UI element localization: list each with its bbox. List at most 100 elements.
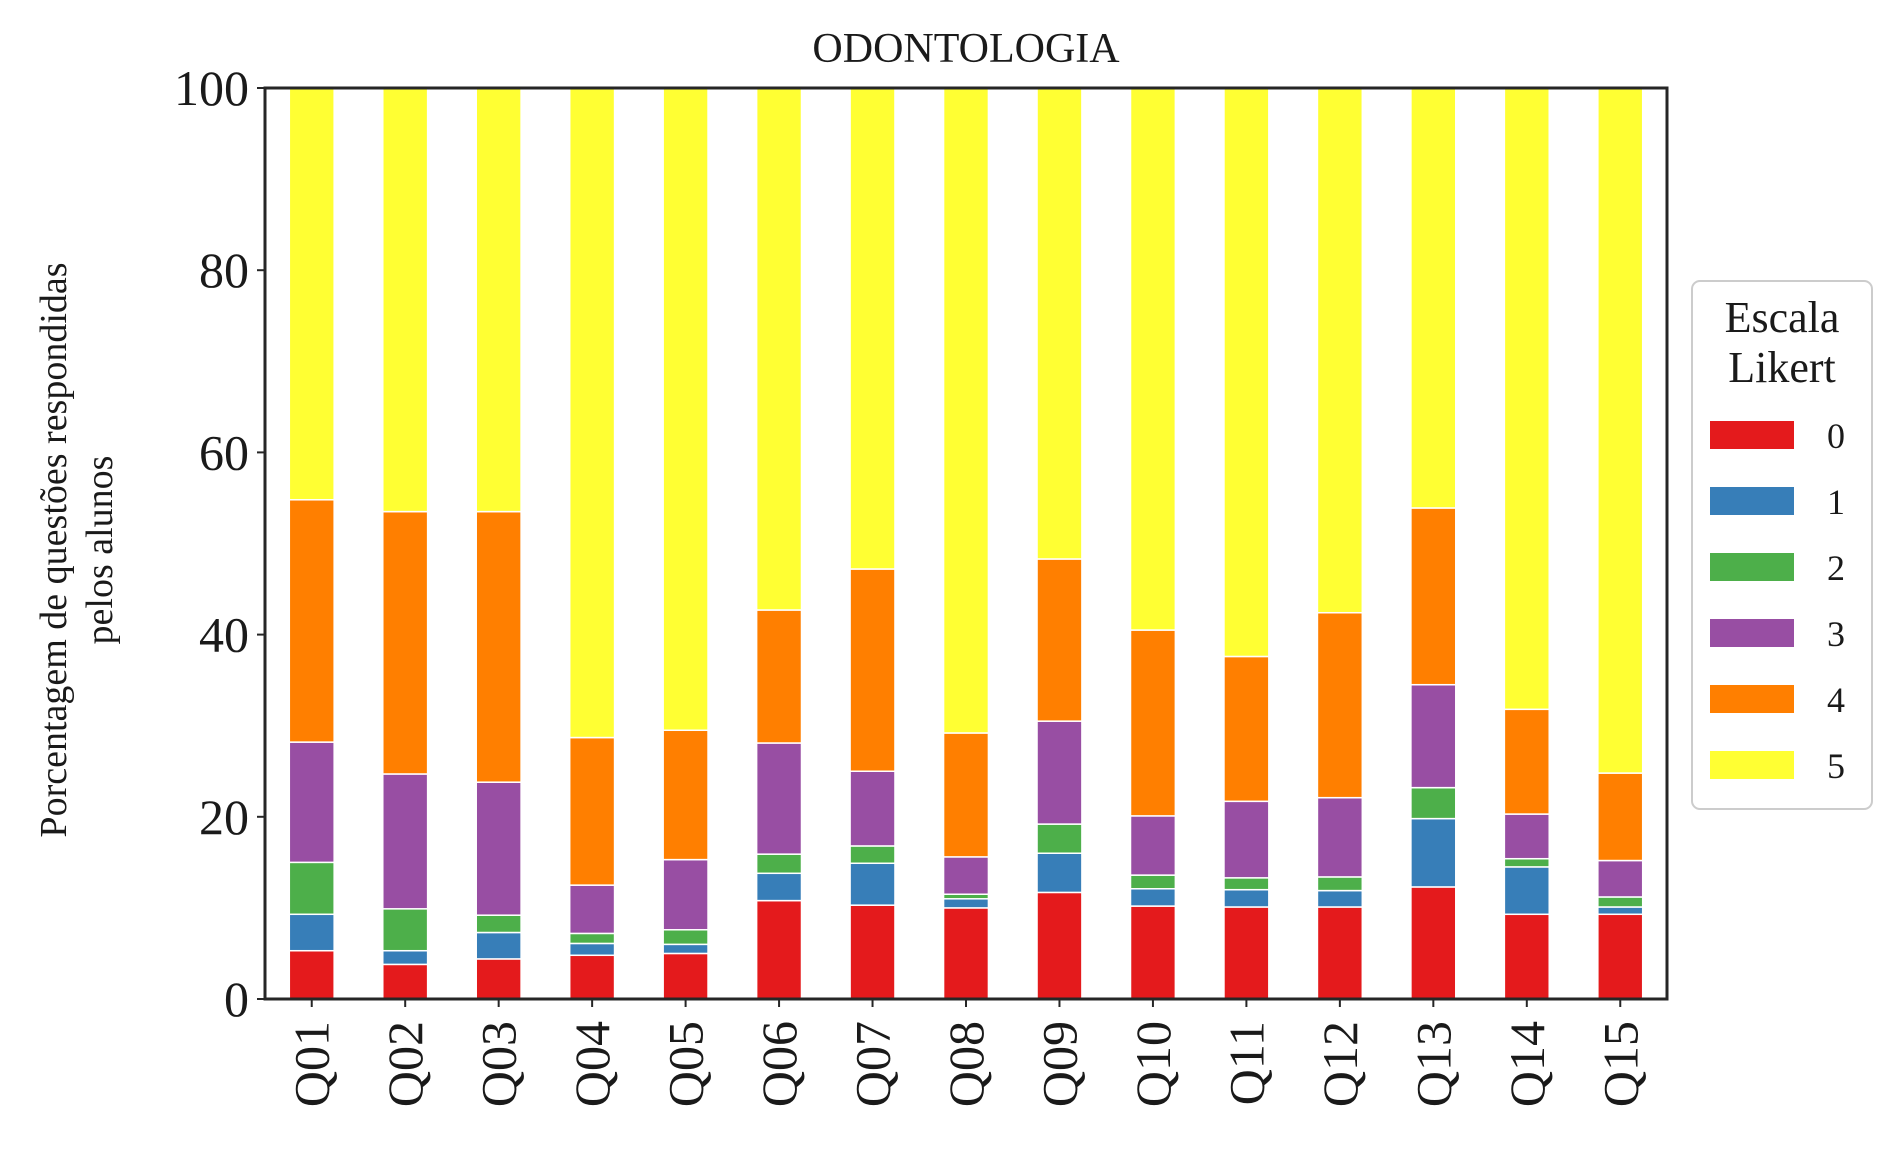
bar-segment-q12-likert-0: [1316, 906, 1364, 1000]
bar-segment-q05-likert-2: [662, 929, 709, 946]
bar-segment-q07-likert-3: [849, 770, 896, 847]
bar-segment-q09-likert-4: [1036, 558, 1083, 722]
bar-segment-q14-likert-4: [1503, 708, 1550, 815]
bar-segment-q13-likert-1: [1410, 817, 1457, 888]
x-tick-label: Q13: [1405, 1021, 1461, 1107]
bar-segment-q10-likert-4: [1129, 629, 1177, 817]
x-tick-label: Q14: [1499, 1021, 1555, 1107]
bar-segment-q09-likert-1: [1036, 852, 1083, 894]
bar-segment-q11-likert-1: [1223, 888, 1270, 908]
bar-segment-q11-likert-4: [1223, 655, 1270, 803]
bar-segment-q09-likert-2: [1036, 823, 1083, 854]
y-tick-label: 100: [174, 60, 249, 116]
legend-items: 0 1 2 3 4 5: [1710, 416, 1845, 786]
legend-label-1: 1: [1827, 482, 1845, 522]
bar-segment-q15-likert-0: [1597, 913, 1644, 1000]
legend-box: [1691, 280, 1873, 810]
bar-segment-q14-likert-2: [1503, 857, 1550, 868]
bar-stacks: [288, 87, 1644, 1000]
bar-segment-q03-likert-0: [475, 958, 522, 1000]
bar-segment-q04-likert-5: [568, 87, 616, 739]
bar-segment-q11-likert-5: [1223, 87, 1270, 658]
bar-segment-q15-likert-5: [1597, 87, 1644, 774]
y-axis-label: Porcentagem de questões respondidas pelo…: [33, 262, 121, 837]
bar-segment-q10-likert-2: [1129, 874, 1177, 890]
bar-segment-q11-likert-0: [1223, 906, 1270, 1000]
y-axis-label-line-1: Porcentagem de questões respondidas: [33, 262, 75, 837]
x-tick-label: Q04: [564, 1021, 620, 1107]
bar-segment-q15-likert-3: [1597, 859, 1644, 898]
y-tick-label: 0: [224, 971, 249, 1027]
bar-segment-q07-likert-2: [849, 845, 896, 865]
bar-segment-q15-likert-4: [1597, 772, 1644, 862]
legend-title-line-2: Likert: [1728, 343, 1836, 392]
bar-segment-q05-likert-5: [662, 87, 709, 732]
bar-segment-q05-likert-3: [662, 858, 709, 931]
bar-segment-q13-likert-3: [1410, 683, 1457, 789]
x-tick-label: Q10: [1125, 1021, 1181, 1107]
bar-segment-q12-likert-3: [1316, 796, 1364, 878]
y-axis-label-line-2: pelos alunos: [79, 456, 121, 645]
legend-swatch-2: [1710, 553, 1794, 581]
bar-segment-q07-likert-4: [849, 568, 896, 772]
x-tick-label: Q05: [658, 1021, 714, 1107]
bar-segment-q12-likert-5: [1316, 87, 1364, 614]
x-tick-label: Q12: [1312, 1021, 1368, 1107]
bar-segment-q02-likert-5: [382, 87, 429, 513]
bar-segment-q01-likert-2: [288, 861, 335, 916]
bar-segment-q12-likert-1: [1316, 889, 1364, 908]
x-tick-label: Q08: [938, 1021, 994, 1107]
bar-segment-q02-likert-1: [382, 949, 429, 966]
bar-segment-q06-likert-1: [755, 872, 803, 902]
bar-segment-q14-likert-1: [1503, 866, 1550, 916]
legend-label-2: 2: [1827, 548, 1845, 588]
bar-segment-q13-likert-4: [1410, 507, 1457, 686]
bar-segment-q12-likert-4: [1316, 611, 1364, 799]
bar-segment-q08-likert-1: [942, 898, 990, 909]
bar-segment-q08-likert-5: [942, 87, 990, 734]
legend-swatch-5: [1710, 751, 1794, 779]
bar-segment-q09-likert-5: [1036, 87, 1083, 560]
bar-segment-q13-likert-2: [1410, 786, 1457, 820]
bar-segment-q04-likert-1: [568, 942, 616, 957]
bar-segment-q14-likert-3: [1503, 813, 1550, 860]
bar-segment-q06-likert-5: [755, 87, 803, 611]
bar-segment-q07-likert-1: [849, 862, 896, 906]
legend-title-line-1: Escala: [1725, 293, 1840, 342]
bar-segment-q10-likert-0: [1129, 905, 1177, 1000]
x-axis-ticks: Q01 Q02 Q03 Q04 Q05 Q06 Q07 Q08 Q09 Q10 Q11 Q12 Q13 Q…: [284, 999, 1648, 1107]
legend-swatch-0: [1710, 421, 1794, 449]
chart-title: ODONTOLOGIA: [812, 26, 1120, 72]
bar-segment-q08-likert-3: [942, 856, 990, 895]
y-tick-label: 20: [199, 789, 249, 845]
bar-segment-q05-likert-0: [662, 952, 709, 1000]
x-tick-label: Q07: [845, 1021, 901, 1107]
bar-segment-q06-likert-2: [755, 853, 803, 875]
bar-segment-q09-likert-0: [1036, 891, 1083, 1000]
bar-segment-q04-likert-3: [568, 884, 616, 935]
x-tick-label: Q11: [1218, 1021, 1274, 1105]
bar-segment-q06-likert-4: [755, 609, 803, 744]
legend: Escala Likert 0 1 2 3 4 5: [1691, 280, 1873, 810]
bar-segment-q04-likert-2: [568, 932, 616, 945]
bar-segment-q12-likert-2: [1316, 876, 1364, 892]
bar-segment-q10-likert-1: [1129, 888, 1177, 907]
x-tick-label: Q03: [471, 1021, 527, 1107]
bar-segment-q13-likert-5: [1410, 87, 1457, 509]
bar-segment-q04-likert-0: [568, 954, 616, 1000]
legend-swatch-1: [1710, 487, 1794, 515]
x-tick-label: Q15: [1592, 1021, 1648, 1107]
x-tick-label: Q06: [751, 1021, 807, 1107]
legend-label-3: 3: [1827, 614, 1845, 654]
bar-segment-q04-likert-4: [568, 736, 616, 886]
legend-label-5: 5: [1827, 746, 1845, 786]
plot-frame: [263, 86, 1669, 1001]
bar-segment-q15-likert-1: [1597, 906, 1644, 916]
legend-swatch-4: [1710, 685, 1794, 713]
bar-segment-q11-likert-3: [1223, 800, 1270, 879]
bar-segment-q07-likert-5: [849, 87, 896, 570]
bar-segment-q15-likert-2: [1597, 896, 1644, 908]
bar-segment-q01-likert-4: [288, 499, 335, 743]
y-tick-label: 60: [199, 424, 249, 480]
